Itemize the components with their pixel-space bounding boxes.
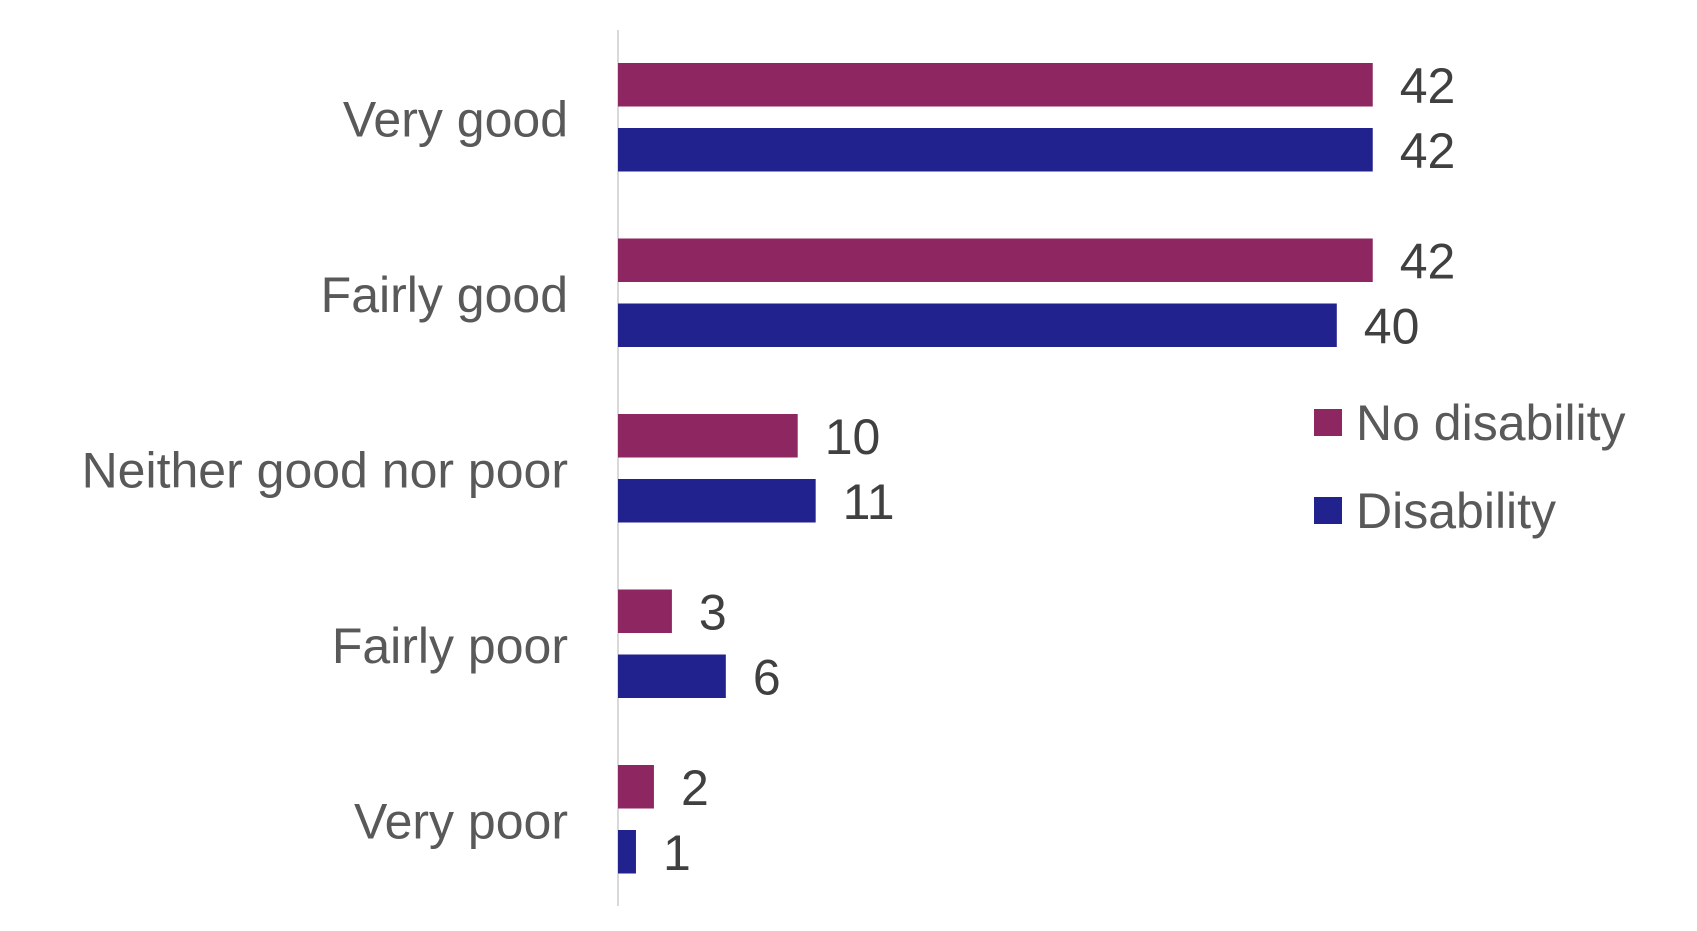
- category-label: Fairly poor: [332, 618, 568, 674]
- legend-swatch: [1314, 409, 1342, 436]
- category-label: Fairly good: [321, 267, 568, 323]
- data-label: 42: [1400, 123, 1456, 179]
- bar-disability: [618, 128, 1373, 172]
- category-label: Very good: [343, 92, 568, 148]
- bar-no-disability: [618, 238, 1373, 282]
- bar-disability: [618, 654, 726, 698]
- data-label: 6: [753, 649, 781, 705]
- category-label: Neither good nor poor: [82, 443, 568, 499]
- legend-swatch: [1314, 497, 1342, 524]
- data-label: 2: [681, 760, 709, 816]
- data-label: 1: [663, 825, 691, 881]
- bar-no-disability: [618, 765, 654, 809]
- bar-no-disability: [618, 63, 1373, 107]
- data-label: 11: [843, 474, 895, 530]
- bar-disability: [618, 830, 636, 874]
- data-label: 42: [1400, 233, 1456, 289]
- category-label: Very poor: [354, 794, 568, 850]
- bar-disability: [618, 479, 816, 523]
- data-label: 10: [825, 409, 881, 465]
- data-label: 3: [699, 584, 727, 640]
- legend-label: Disability: [1356, 483, 1556, 539]
- data-label: 40: [1364, 298, 1420, 354]
- data-label: 42: [1400, 58, 1456, 114]
- bar-disability: [618, 303, 1337, 347]
- legend-label: No disability: [1356, 395, 1626, 451]
- bar-no-disability: [618, 414, 798, 458]
- bar-no-disability: [618, 589, 672, 633]
